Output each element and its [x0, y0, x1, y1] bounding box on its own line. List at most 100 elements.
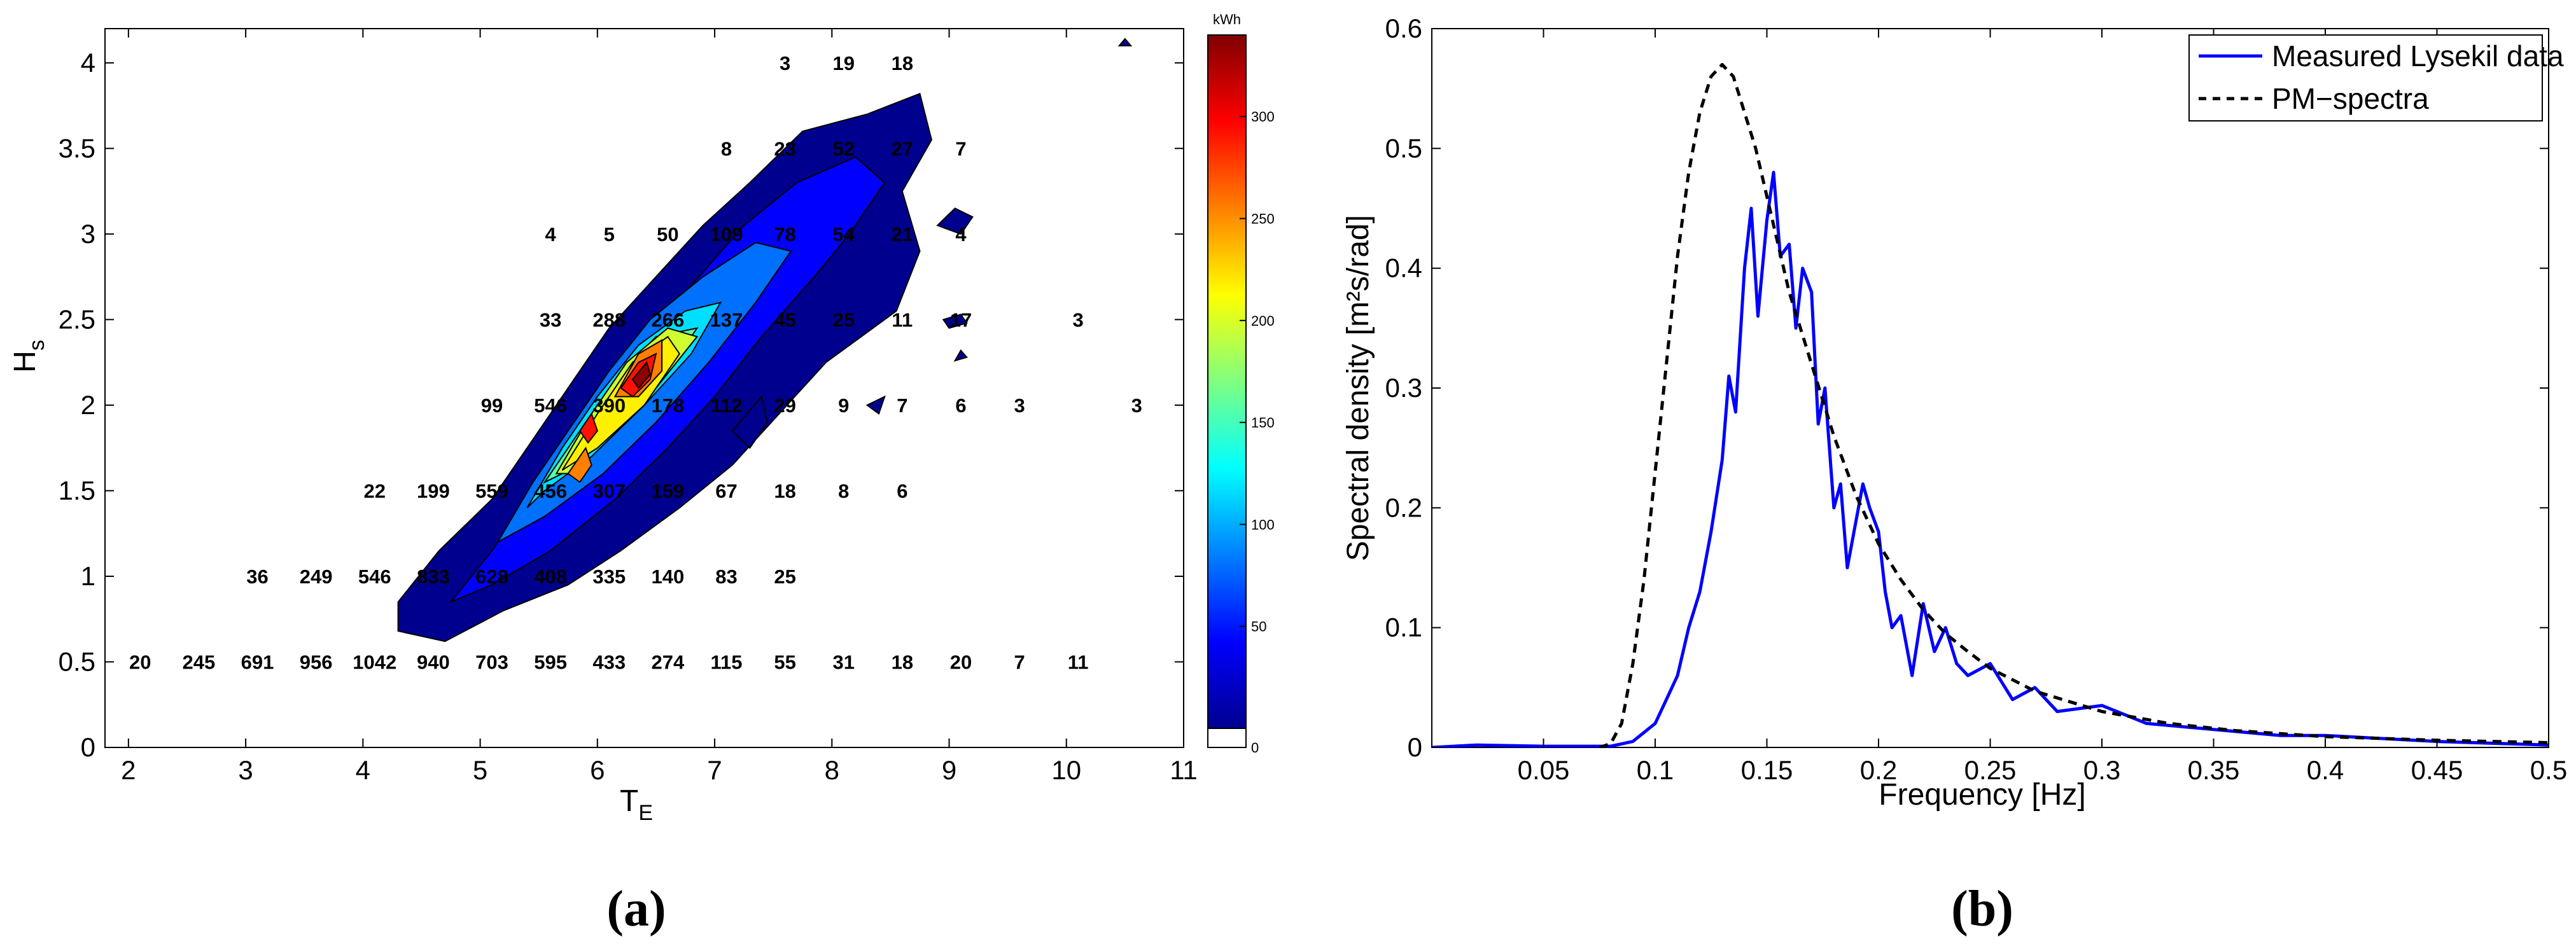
y-tick-label: 0 [81, 732, 95, 762]
occurrence-label: 17 [950, 309, 972, 331]
measured-series-line [1432, 170, 2549, 747]
occurrence-label: 559 [475, 480, 508, 502]
occurrence-label: 7 [897, 394, 907, 417]
y-tick-label: 0.3 [1385, 373, 1422, 403]
colorbar-tick-label: 150 [1251, 415, 1275, 431]
legend: Measured Lysekil data PM−spectra [2188, 34, 2564, 121]
occurrence-label: 7 [955, 137, 966, 160]
panel-a-caption: (a) [606, 881, 666, 937]
energy-region-level-9 [631, 361, 651, 389]
occurrence-label: 25 [832, 309, 854, 331]
occurrence-label: 3 [780, 52, 790, 74]
occurrence-label: 433 [592, 651, 626, 673]
occurrence-labels: 3 19 188 23 52 27 74 5 50 109 78 54 21 433 288 266 137 45… [129, 52, 1142, 674]
x-tick-label: 2 [121, 755, 136, 785]
panel-b-spectrum: 0.05 0.1 0.15 0.2 0.25 0.3 0.35 0.4 0.45 0.5 0 0.1 0… [1341, 13, 2567, 937]
x-tick-label: 3 [238, 755, 253, 785]
occurrence-label: 249 [300, 566, 333, 588]
x-tick-label: 11 [1170, 755, 1198, 785]
energy-region-level-8 [578, 412, 598, 444]
energy-region-level-0 [942, 314, 968, 329]
occurrence-label: 546 [358, 566, 391, 588]
occurrence-label: 6 [897, 480, 907, 502]
x-tick-label: 0.35 [2188, 755, 2240, 785]
energy-contours [397, 38, 1133, 642]
occurrence-label: 8 [721, 137, 732, 160]
panel-a-y-label: Hs [8, 340, 49, 373]
occurrence-label: 199 [417, 480, 450, 502]
panel-b-x-label: Frequency [Hz] [1879, 778, 2085, 812]
occurrence-label: 33 [540, 309, 561, 331]
occurrence-label: 6 [955, 394, 966, 417]
occurrence-label: 18 [892, 651, 913, 673]
x-tick-label: 0.45 [2411, 755, 2463, 785]
occurrence-label: 335 [592, 566, 626, 588]
occurrence-label: 159 [651, 480, 684, 502]
colorbar-ticks: 0 50 100 150 200 250 300 [1240, 109, 1275, 756]
x-tick-label: 0.4 [2307, 755, 2344, 785]
occurrence-label: 5 [604, 223, 615, 246]
occurrence-label: 109 [710, 223, 743, 246]
occurrence-label: 1042 [353, 651, 396, 673]
occurrence-label: 691 [241, 651, 274, 673]
occurrence-label: 956 [300, 651, 333, 673]
occurrence-label: 390 [592, 394, 626, 417]
occurrence-label: 9 [838, 394, 849, 417]
y-tick-label: 0.5 [59, 646, 95, 676]
y-tick-label: 0.2 [1385, 492, 1422, 522]
y-tick-label: 0.1 [1385, 613, 1422, 642]
y-tick-label: 0.4 [1385, 253, 1422, 283]
occurrence-label: 54 [832, 223, 855, 246]
occurrence-label: 307 [592, 480, 626, 502]
occurrence-label: 628 [475, 566, 508, 588]
energy-region-level-0 [1117, 38, 1133, 46]
y-tick-label: 4 [81, 48, 95, 78]
y-tick-label: 2.5 [59, 304, 95, 334]
x-tick-label: 4 [356, 755, 370, 785]
occurrence-label: 23 [774, 137, 795, 160]
occurrence-label: 22 [364, 480, 386, 502]
occurrence-label: 36 [246, 566, 268, 588]
colorbar-tick-label: 250 [1251, 211, 1275, 227]
occurrence-label: 456 [534, 480, 567, 502]
colorbar-tick-label: 0 [1251, 740, 1259, 756]
colorbar: kWh 0 50 100 150 200 250 300 [1207, 11, 1275, 756]
x-tick-label: 5 [473, 755, 487, 785]
energy-region-level-0 [865, 395, 886, 415]
panel-a-heatmap: 3 19 188 23 52 27 74 5 50 109 78 54 21 433 288 266 137 45… [8, 11, 1275, 937]
occurrence-label: 115 [710, 651, 742, 673]
colorbar-tick-label: 300 [1251, 109, 1275, 125]
occurrence-label: 940 [417, 651, 450, 673]
y-tick-label: 1 [81, 561, 95, 591]
occurrence-label: 52 [832, 137, 854, 160]
occurrence-label: 833 [417, 566, 450, 588]
occurrence-label: 140 [651, 566, 684, 588]
occurrence-label: 703 [475, 651, 508, 673]
occurrence-label: 245 [183, 651, 216, 673]
y-tick-label: 0 [1408, 732, 1422, 762]
occurrence-label: 31 [832, 651, 854, 673]
panel-b-ticks: 0.05 0.1 0.15 0.2 0.25 0.3 0.35 0.4 0.45 0.5 0 0.1 0… [1385, 13, 2568, 785]
x-tick-label: 0.2 [1860, 755, 1897, 785]
occurrence-label: 4 [545, 223, 556, 246]
occurrence-label: 99 [481, 394, 503, 417]
occurrence-label: 408 [534, 566, 567, 588]
occurrence-label: 18 [774, 480, 795, 502]
energy-region-level-0 [953, 349, 968, 362]
spectrum-lines [1432, 63, 2549, 747]
y-tick-label: 2 [81, 390, 95, 420]
occurrence-label: 18 [892, 52, 913, 74]
occurrence-label: 45 [774, 309, 795, 331]
occurrence-label: 83 [715, 566, 737, 588]
occurrence-label: 29 [774, 394, 795, 417]
colorbar-zero-band [1207, 728, 1247, 748]
colorbar-tick-label: 100 [1251, 517, 1275, 532]
occurrence-label: 19 [832, 52, 854, 74]
occurrence-label: 274 [651, 651, 684, 673]
occurrence-label: 4 [955, 223, 967, 246]
occurrence-label: 7 [1014, 651, 1025, 673]
occurrence-label: 25 [774, 566, 795, 588]
energy-region-level-0 [936, 207, 974, 235]
x-tick-label: 10 [1051, 755, 1081, 785]
